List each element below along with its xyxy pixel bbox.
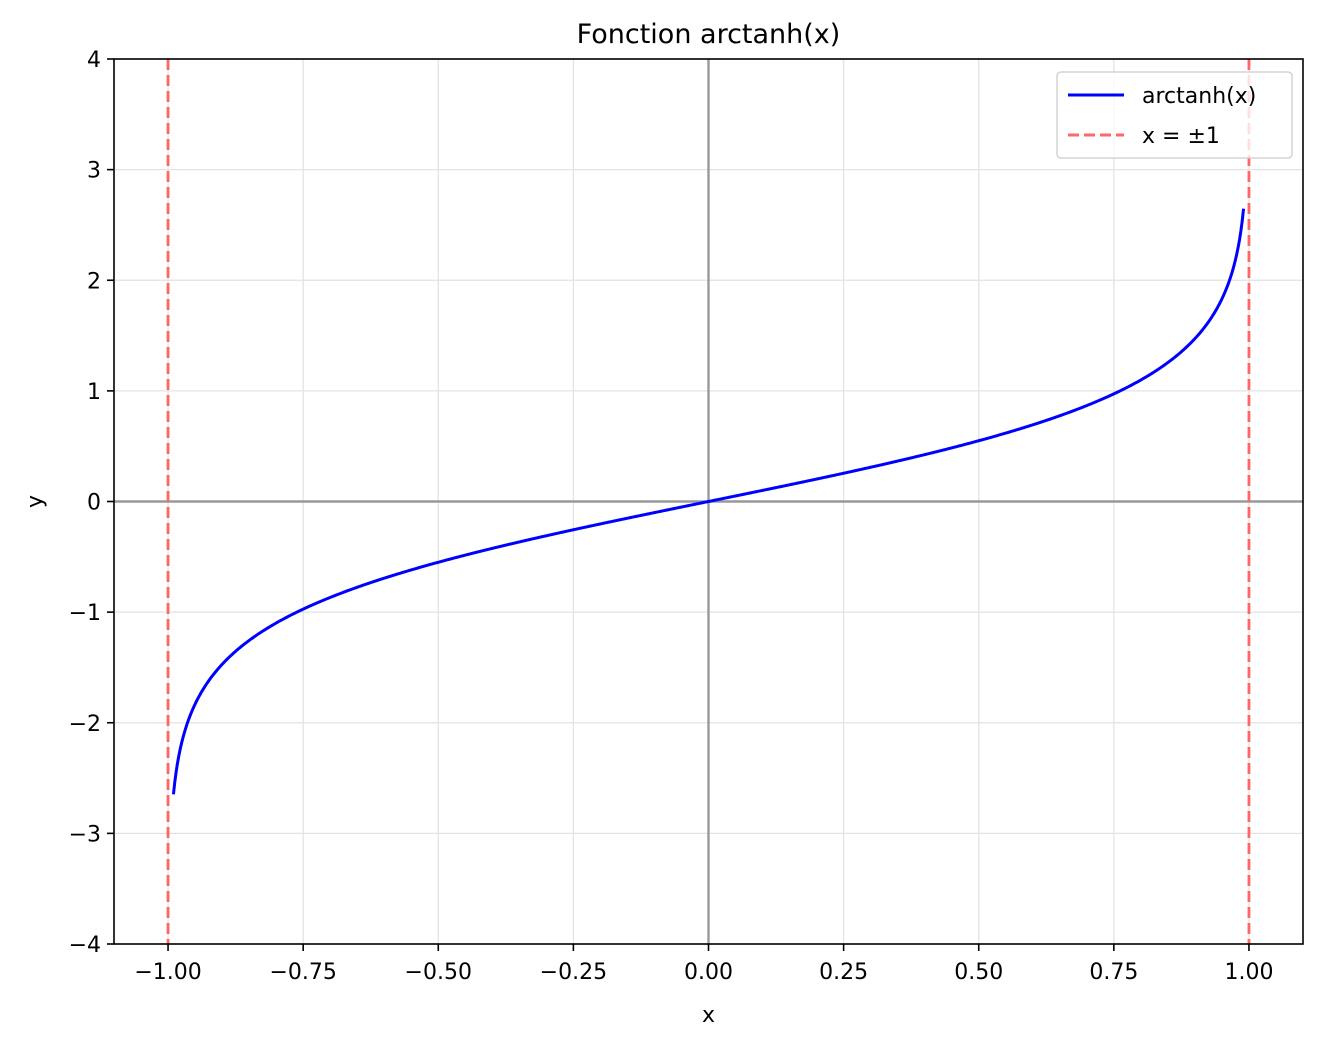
- legend-label-asymptote: x = ±1: [1142, 124, 1220, 149]
- x-tick-label-5: 0.25: [819, 960, 868, 985]
- y-axis-label: y: [23, 495, 48, 508]
- series-layer: [166, 59, 1251, 944]
- y-tick-label-8: 4: [87, 48, 101, 73]
- y-tick-label-5: 1: [87, 380, 101, 405]
- y-tick-label-6: 2: [87, 269, 101, 294]
- y-axis-ticks: −4 −3 −2 −1 0 1 2 3 4: [69, 48, 114, 958]
- chart-title: Fonction arctanh(x): [577, 19, 841, 50]
- x-axis-ticks: −1.00 −0.75 −0.50 −0.25 0.00 0.25 0.50 0.75 1.00: [134, 944, 1273, 985]
- x-tick-label-8: 1.00: [1224, 960, 1273, 985]
- legend-label-arctanh: arctanh(x): [1142, 84, 1256, 109]
- x-tick-label-2: −0.50: [405, 960, 472, 985]
- x-tick-label-3: −0.25: [540, 960, 607, 985]
- y-tick-label-7: 3: [87, 159, 101, 184]
- x-tick-label-7: 0.75: [1089, 960, 1138, 985]
- y-tick-label-4: 0: [87, 491, 101, 516]
- x-tick-label-1: −0.75: [269, 960, 336, 985]
- x-tick-label-4: 0.00: [684, 960, 733, 985]
- y-tick-label-1: −3: [69, 822, 101, 847]
- y-tick-label-0: −4: [69, 933, 101, 958]
- x-tick-label-0: −1.00: [134, 960, 201, 985]
- legend: arctanh(x) x = ±1: [1056, 71, 1293, 159]
- y-tick-label-2: −2: [69, 712, 101, 737]
- x-axis-label: x: [702, 1003, 715, 1028]
- y-tick-label-3: −1: [69, 601, 101, 626]
- x-tick-label-6: 0.50: [954, 960, 1003, 985]
- series-line-arctanh: [171, 208, 1246, 795]
